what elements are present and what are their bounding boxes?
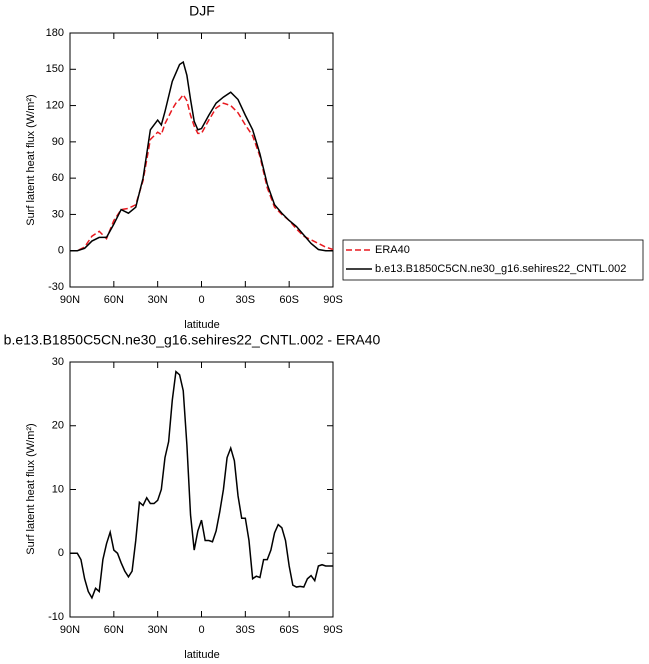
y-tick-label: 150 xyxy=(46,63,64,75)
x-axis-label: latitude xyxy=(184,649,219,661)
x-tick-label: 30N xyxy=(148,294,168,306)
y-tick-label: 60 xyxy=(52,172,64,184)
chart-title: DJF xyxy=(189,3,215,19)
x-tick-label: 30S xyxy=(236,624,256,636)
x-tick-label: 0 xyxy=(198,294,204,306)
data-line xyxy=(70,93,334,252)
y-axis-label: Surf latent heat flux (W/m²) xyxy=(25,94,37,225)
x-tick-label: 90N xyxy=(60,624,80,636)
data-line xyxy=(70,370,333,600)
x-tick-label: 90S xyxy=(323,624,343,636)
x-tick-label: 30N xyxy=(148,624,168,636)
x-tick-label: 60N xyxy=(104,624,124,636)
x-tick-label: 90N xyxy=(60,294,80,306)
y-tick-label: 30 xyxy=(52,356,64,368)
x-tick-label: 60S xyxy=(279,624,299,636)
plot-frame xyxy=(69,32,334,288)
chart-title: b.e13.B1850C5CN.ne30_g16.sehires22_CNTL.… xyxy=(4,332,381,348)
y-tick-label: 20 xyxy=(52,420,64,432)
x-tick-label: 60N xyxy=(104,294,124,306)
y-tick-label: 120 xyxy=(46,99,64,111)
x-tick-label: 60S xyxy=(279,294,299,306)
y-tick-label: -10 xyxy=(48,611,64,623)
y-tick-label: 0 xyxy=(58,547,64,559)
y-tick-label: 180 xyxy=(46,27,64,39)
y-tick-label: 30 xyxy=(52,208,64,220)
plot-frame xyxy=(69,361,334,618)
legend-label: b.e13.B1850C5CN.ne30_g16.sehires22_CNTL.… xyxy=(375,263,626,275)
y-tick-label: -30 xyxy=(48,281,64,293)
y-axis-label: Surf latent heat flux (W/m²) xyxy=(25,423,37,554)
x-axis-label: latitude xyxy=(184,319,219,331)
x-tick-label: 30S xyxy=(236,294,256,306)
data-line xyxy=(70,60,333,252)
legend-box xyxy=(342,239,644,281)
y-tick-label: 90 xyxy=(52,136,64,148)
y-tick-label: 0 xyxy=(58,245,64,257)
x-tick-label: 0 xyxy=(198,624,204,636)
y-tick-label: 10 xyxy=(52,483,64,495)
x-tick-label: 90S xyxy=(323,294,343,306)
legend-label: ERA40 xyxy=(375,244,410,256)
